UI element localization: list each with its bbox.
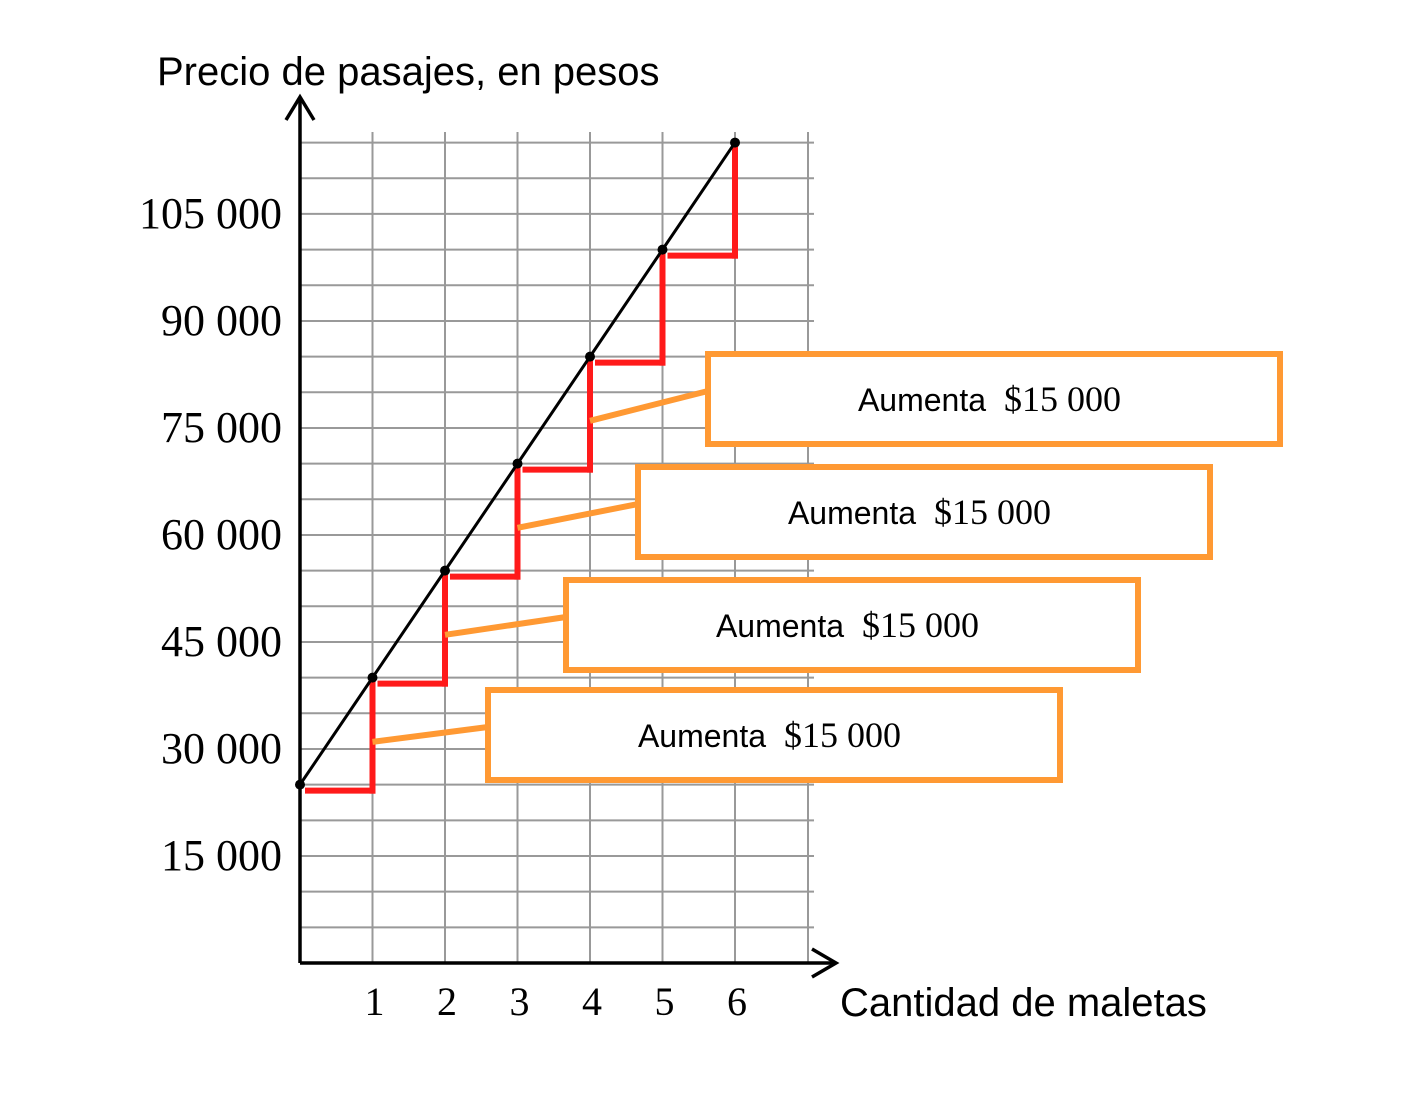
annotation-value: $15 000	[1004, 379, 1121, 419]
step-series	[305, 145, 738, 794]
y-tick-label: 30 000	[161, 724, 282, 773]
annotation-label: Aumenta	[788, 495, 916, 531]
annotation-box	[705, 351, 1283, 447]
annotation-value: $15 000	[784, 715, 901, 755]
annotation-connector	[516, 501, 639, 531]
annotation-label: Aumenta	[858, 382, 986, 418]
annotation-label: Aumenta	[638, 718, 766, 754]
y-axis-label: Precio de pasajes, en pesos	[157, 50, 660, 94]
annotation-box	[635, 464, 1213, 560]
x-tick-label: 3	[510, 979, 530, 1024]
data-point	[585, 351, 595, 362]
axes	[284, 93, 840, 979]
line-series	[295, 137, 740, 790]
annotations: Aumenta $15 000 Aumenta $15 000 Aumenta $15 0…	[372, 351, 1283, 783]
annotation-connector	[589, 388, 709, 424]
annotation-value: $15 000	[934, 492, 1051, 532]
y-tick-label: 90 000	[161, 296, 282, 345]
annotation-value: $15 000	[862, 605, 979, 645]
x-tick-label: 4	[582, 979, 602, 1024]
annotation-label: Aumenta	[716, 608, 844, 644]
x-axis-label: Cantidad de maletas	[840, 981, 1207, 1025]
annotation-box	[563, 577, 1141, 673]
y-axis-arrow	[284, 93, 316, 121]
data-point	[730, 137, 740, 148]
y-tick-label: 60 000	[161, 510, 282, 559]
annotation-box	[485, 687, 1063, 783]
x-tick-label: 2	[437, 979, 457, 1024]
x-tick-label: 5	[655, 979, 675, 1024]
x-tick-label: 6	[727, 979, 747, 1024]
data-point	[295, 779, 305, 790]
y-tick-label: 15 000	[161, 831, 282, 880]
tick-labels: 1 2 3 4 5 6 15 000 30 000 45 000 60 000 75 000 90 0…	[139, 189, 747, 1024]
annotation-connector	[444, 614, 567, 638]
x-axis-arrow	[811, 947, 840, 979]
data-point	[657, 244, 668, 255]
data-point	[512, 458, 523, 469]
y-tick-label: 75 000	[161, 403, 282, 452]
data-point	[440, 565, 450, 576]
y-tick-label: 45 000	[161, 617, 282, 666]
y-tick-label: 105 000	[139, 189, 282, 238]
data-point	[367, 672, 378, 683]
x-tick-label: 1	[365, 979, 385, 1024]
annotation-connector	[372, 724, 489, 745]
